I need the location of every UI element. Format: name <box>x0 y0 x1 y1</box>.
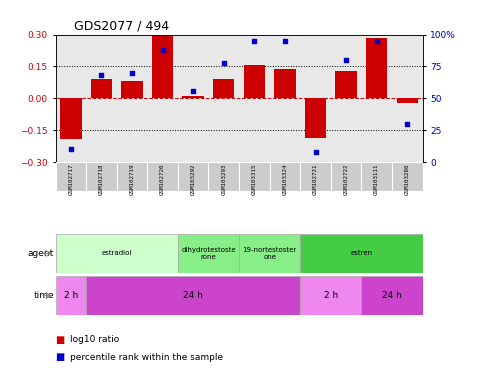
Text: GSM103292: GSM103292 <box>191 164 196 195</box>
Text: estradiol: estradiol <box>101 250 132 257</box>
Text: ■: ■ <box>56 352 65 362</box>
Point <box>98 72 105 78</box>
Bar <box>121 81 143 98</box>
Text: dihydrotestoste
rone: dihydrotestoste rone <box>181 247 236 260</box>
Bar <box>397 98 418 103</box>
Bar <box>91 79 112 98</box>
Bar <box>392 162 423 190</box>
Text: GSM102720: GSM102720 <box>160 164 165 195</box>
Bar <box>239 162 270 190</box>
Bar <box>331 162 361 190</box>
Text: GSM103286: GSM103286 <box>405 164 410 195</box>
Text: 19-nortestoster
one: 19-nortestoster one <box>242 247 297 260</box>
Point <box>189 88 197 94</box>
Text: log10 ratio: log10 ratio <box>70 335 119 344</box>
Text: ■: ■ <box>56 335 65 345</box>
Text: 24 h: 24 h <box>382 291 402 300</box>
Text: GSM103293: GSM103293 <box>221 164 227 195</box>
Bar <box>60 98 82 139</box>
Text: GDS2077 / 494: GDS2077 / 494 <box>74 19 169 32</box>
Text: GSM102719: GSM102719 <box>129 164 135 195</box>
Point <box>403 121 411 127</box>
Bar <box>56 234 178 273</box>
Bar <box>335 71 357 98</box>
Text: 2 h: 2 h <box>324 291 338 300</box>
Point <box>342 57 350 63</box>
Bar <box>209 162 239 190</box>
Point <box>312 149 319 155</box>
Bar <box>300 276 361 315</box>
Bar <box>244 65 265 98</box>
Text: 24 h: 24 h <box>183 291 203 300</box>
Point <box>67 146 75 152</box>
Bar <box>117 162 147 190</box>
Bar <box>300 234 423 273</box>
Text: 2 h: 2 h <box>64 291 78 300</box>
Text: GSM102722: GSM102722 <box>343 164 349 195</box>
Bar <box>305 98 327 138</box>
Bar <box>300 162 331 190</box>
Text: GSM103324: GSM103324 <box>283 164 287 195</box>
Text: GSM102718: GSM102718 <box>99 164 104 195</box>
Bar <box>86 276 300 315</box>
Point <box>251 38 258 44</box>
Point <box>128 70 136 76</box>
Text: GSM102721: GSM102721 <box>313 164 318 195</box>
Text: estren: estren <box>350 250 372 257</box>
Text: GSM102717: GSM102717 <box>68 164 73 195</box>
Bar <box>183 96 204 98</box>
Bar <box>361 162 392 190</box>
Bar <box>152 36 173 98</box>
Bar <box>178 162 209 190</box>
Point <box>281 38 289 44</box>
Bar <box>56 162 86 190</box>
Bar <box>86 162 117 190</box>
Bar <box>239 234 300 273</box>
Text: percentile rank within the sample: percentile rank within the sample <box>70 353 223 362</box>
Point <box>159 47 167 53</box>
Bar <box>147 162 178 190</box>
Bar <box>213 79 235 98</box>
Bar <box>56 276 86 315</box>
Text: agent: agent <box>28 249 54 258</box>
Text: GSM103111: GSM103111 <box>374 164 379 195</box>
Text: time: time <box>33 291 54 300</box>
Bar <box>361 276 423 315</box>
Bar <box>366 38 387 98</box>
Point <box>220 60 227 66</box>
Bar <box>274 69 296 98</box>
Bar <box>178 234 239 273</box>
Text: GSM103315: GSM103315 <box>252 164 257 195</box>
Bar <box>270 162 300 190</box>
Point <box>373 38 381 44</box>
